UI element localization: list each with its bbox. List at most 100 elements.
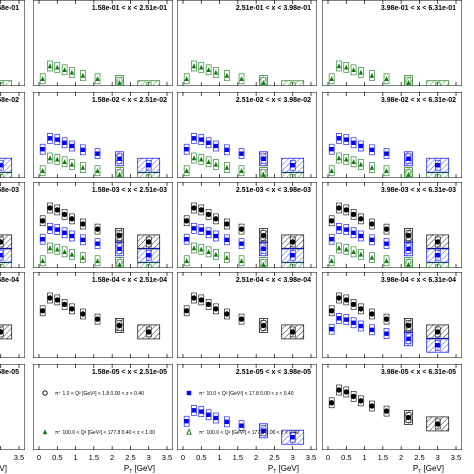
data-point [239,423,244,428]
x-axis-title: PT [GeV] [0,464,7,474]
error-box [47,60,53,72]
error-box [328,233,335,245]
data-point [405,322,412,329]
sys-band [137,262,161,268]
series-blue [39,223,161,263]
data-point [199,156,204,162]
data-point [350,393,357,400]
error-box [213,412,219,424]
error-box [205,156,212,168]
data-point [224,311,230,317]
panel-label: 2.51e-05 < x < 3.98e-05 [236,369,311,376]
error-box [61,227,68,239]
data-point [261,156,266,161]
error-box [183,165,190,177]
panel-label: 1.58e-02 < x < 2.51e-02 [92,97,167,104]
error-box [183,73,190,85]
data-point [117,79,122,85]
data-point [351,140,356,145]
data-point [184,147,189,152]
error-box [434,264,441,268]
x-tick-label: 3.5 [306,453,316,462]
error-box [289,174,296,178]
data-point [328,308,335,314]
data-point [406,246,411,251]
panel-content [33,364,173,450]
error-box [328,255,335,267]
data-point [290,239,296,245]
error-box [224,144,230,156]
series-green [39,242,161,268]
error-box [183,415,190,427]
series-green [328,60,450,86]
legend-marker [186,390,192,396]
data-point [198,207,204,213]
data-point [351,249,356,255]
data-point [39,218,46,224]
error-box [260,425,267,437]
panel-label: 3.98e-01 < x < 6.31e-01 [381,5,456,12]
data-point [261,246,266,251]
data-point [95,168,100,173]
data-point [0,163,3,168]
series-blue [183,405,305,445]
panel-r1-c0: 58e-02 [0,92,25,178]
panel-label: 58e-03 [0,187,19,194]
error-box [39,73,46,85]
panel-r1-c1: 1.58e-02 < x < 2.51e-02 [33,92,173,178]
error-box [336,60,342,72]
data-point [358,143,364,149]
legend-marker [186,428,192,435]
data-point [80,72,86,78]
data-point [146,239,152,245]
error-box [205,227,212,239]
x-tick-label: 2 [110,453,114,462]
error-box [405,77,412,86]
data-point [329,76,334,81]
panel-content [0,92,25,178]
data-point [369,254,375,260]
error-box [54,243,61,255]
data-point [336,205,342,211]
data-point [224,221,230,227]
sys-band [426,262,450,268]
data-point [224,164,230,170]
error-box [213,140,219,152]
error-box [205,246,212,258]
error-box [69,230,75,242]
data-point [95,76,100,81]
error-box [434,82,441,86]
data-point [116,232,123,239]
data-point [55,156,60,162]
data-point [260,322,267,329]
panel-r3-c3: 3.98e-04 < x < 6.31e-04 [322,272,462,358]
data-point [435,163,440,168]
data-point [336,226,342,231]
panel-content [177,92,317,178]
series-blue [328,223,450,263]
panel-content [177,364,317,450]
data-point [40,258,45,263]
data-point [205,301,212,308]
data-point [290,163,295,168]
data-point [261,79,266,85]
series-black [39,292,161,340]
error-box [358,320,364,332]
error-box [191,152,197,164]
data-point [191,408,197,413]
series-blue [328,133,450,173]
data-point [384,168,389,173]
data-point [369,403,375,409]
data-point [213,143,219,149]
data-point [55,137,60,142]
error-box [224,162,230,173]
panel-r2-c3: 3.98e-03 < x < 6.31e-03 [322,182,462,268]
data-point [47,226,53,231]
data-point [358,306,364,312]
data-point [406,261,411,267]
error-box [405,243,412,255]
data-point [94,316,101,322]
x-tick-label: 1.5 [378,453,388,462]
data-point [336,316,342,321]
series-black [328,384,450,432]
